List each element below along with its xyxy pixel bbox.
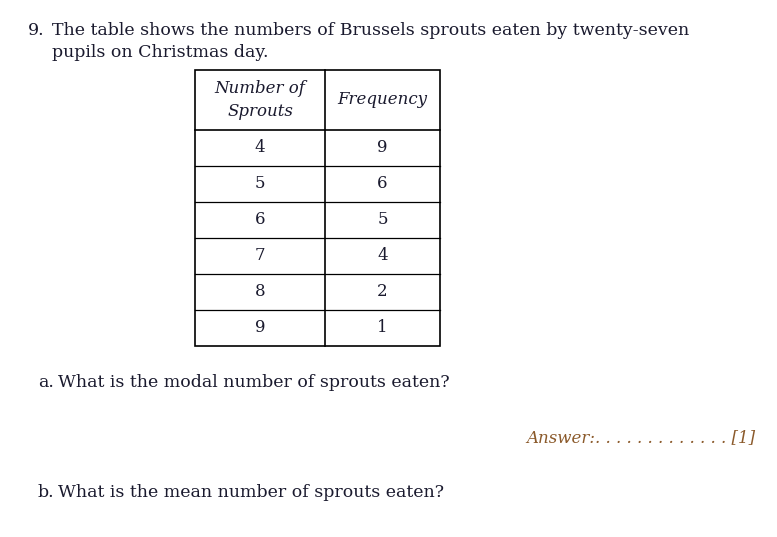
Text: What is the modal number of sprouts eaten?: What is the modal number of sprouts eate… [58, 374, 450, 391]
Text: 2: 2 [377, 284, 388, 301]
Text: Answer:. . . . . . . . . . . . . [1]: Answer:. . . . . . . . . . . . . [1] [526, 429, 755, 446]
Text: 5: 5 [378, 212, 388, 229]
Text: Frequency: Frequency [337, 91, 427, 108]
Text: The table shows the numbers of Brussels sprouts eaten by twenty-seven: The table shows the numbers of Brussels … [52, 22, 689, 39]
Text: a.: a. [38, 374, 54, 391]
Text: 9.: 9. [28, 22, 44, 39]
Text: 1: 1 [377, 320, 388, 337]
Text: 8: 8 [255, 284, 265, 301]
Text: 4: 4 [377, 248, 388, 265]
Text: 9: 9 [255, 320, 265, 337]
Text: Number of
Sprouts: Number of Sprouts [214, 81, 305, 120]
Text: 9: 9 [378, 140, 388, 156]
Text: pupils on Christmas day.: pupils on Christmas day. [52, 44, 269, 61]
Bar [195, 70, 440, 346]
Text: 7: 7 [255, 248, 265, 265]
Text: 6: 6 [255, 212, 265, 229]
Text: b.: b. [38, 484, 54, 501]
Text: What is the mean number of sprouts eaten?: What is the mean number of sprouts eaten… [58, 484, 444, 501]
Text: 6: 6 [378, 176, 388, 192]
Text: 5: 5 [255, 176, 265, 192]
Text: 4: 4 [255, 140, 265, 156]
